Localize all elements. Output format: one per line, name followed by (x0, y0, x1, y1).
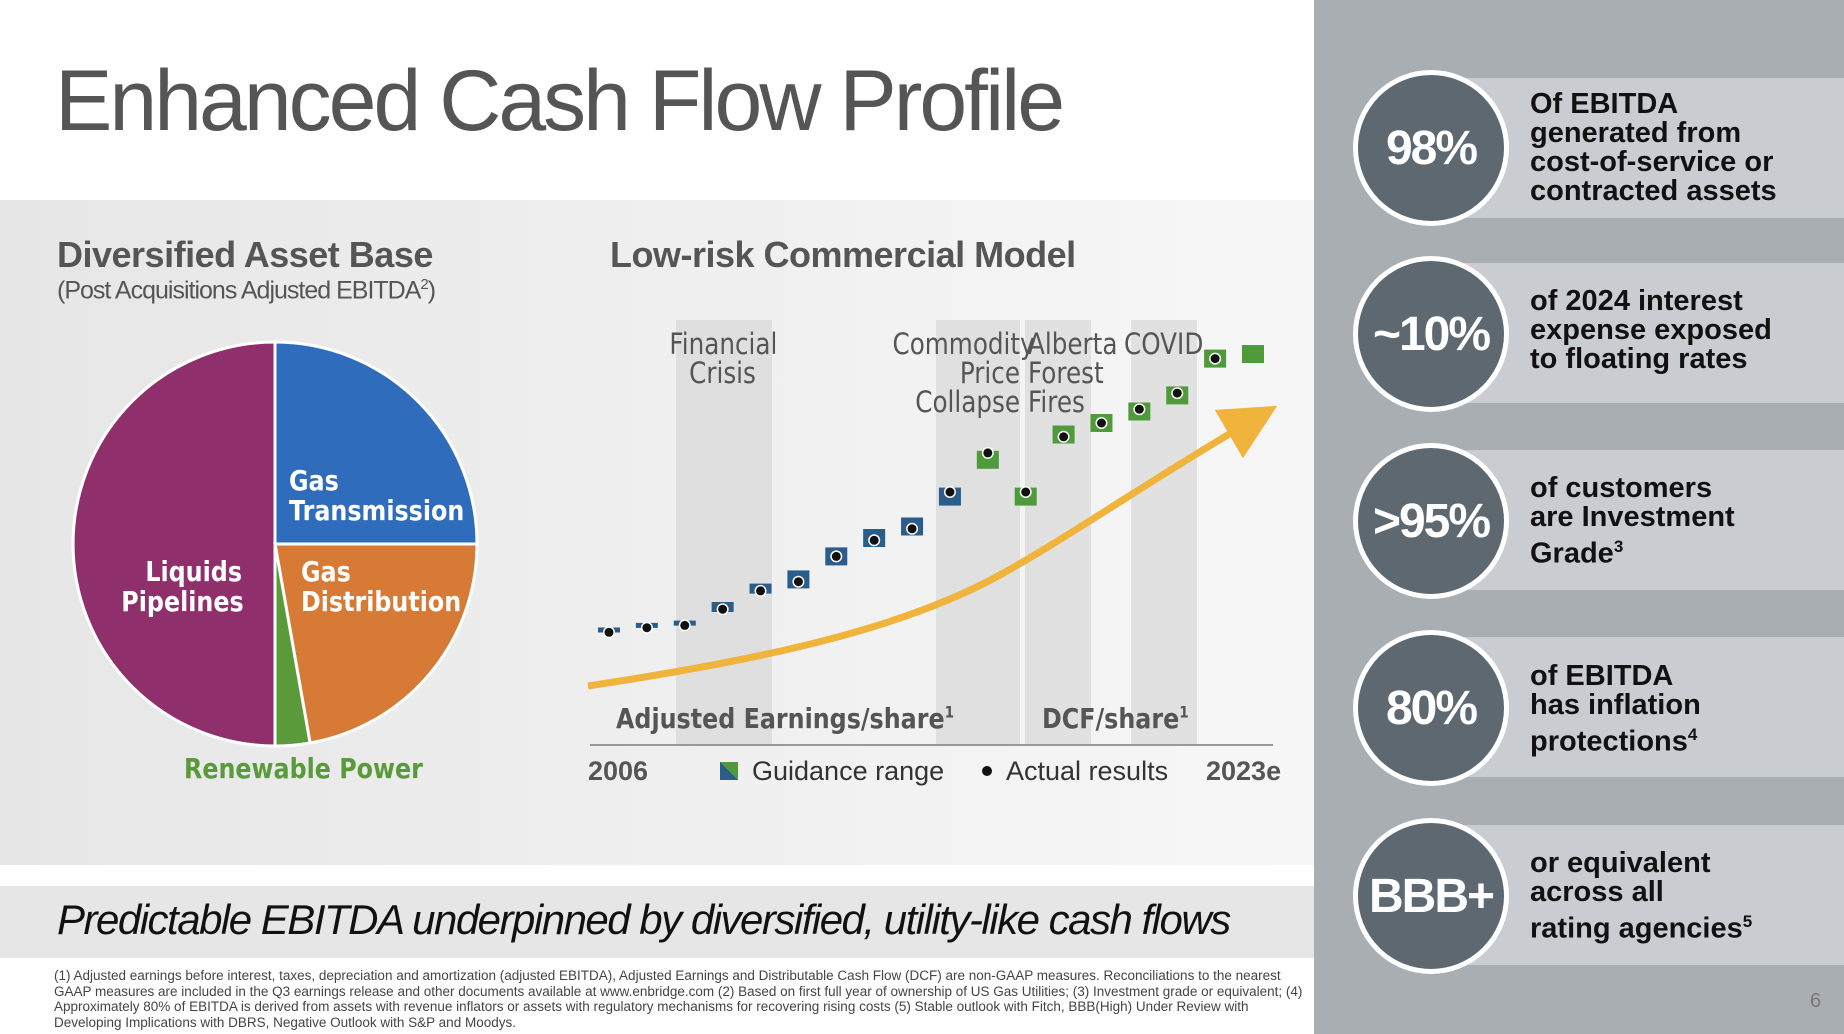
stat-text-2: of 2024 interest expense exposed to floati… (1530, 285, 1772, 375)
label-dcf-share: DCF/share1 (1042, 702, 1189, 735)
legend-actual-marker (982, 766, 992, 776)
actual-point-2017 (1021, 487, 1031, 497)
trend-arrow (587, 405, 1278, 690)
actual-point-2010 (756, 586, 766, 596)
stat-circle-4: 80% (1353, 630, 1509, 786)
label-adjusted-earnings: Adjusted Earnings/share1 (616, 702, 955, 735)
stat-circle-1: 98% (1353, 70, 1509, 226)
guidance-mark-2016 (976, 450, 999, 469)
shade-covid (1131, 320, 1197, 745)
pie-slice-renewable-power (273, 543, 312, 748)
stat-circle-2: ~10% (1353, 256, 1509, 412)
actual-point-2009 (718, 604, 728, 614)
x-axis-end-year: 2023e (1206, 756, 1282, 786)
stat-text-4: of EBITDA has inflation protections4 (1530, 660, 1701, 758)
actual-point-2022 (1210, 354, 1220, 364)
guidance-mark-2023e (1242, 345, 1264, 363)
actual-point-2019 (1096, 418, 1106, 428)
shade-commodity-collapse (936, 320, 1020, 745)
stat-text-5: or equivalent across all rating agencies5 (1530, 847, 1753, 945)
banner-text: Predictable EBITDA underpinned by divers… (57, 896, 1231, 943)
pie-slice-liquids-pipelines (71, 340, 277, 748)
stat-text-3: of customers are Investment Grade3 (1530, 472, 1735, 570)
chart-marks (598, 345, 1264, 639)
legend-guidance-label: Guidance range (752, 756, 945, 786)
label-renewable-power: Renewable Power (184, 752, 423, 785)
pie-chart (71, 340, 479, 748)
event-covid: COVID (1124, 327, 1204, 361)
asset-base-subheading: (Post Acquisitions Adjusted EBITDA2) (57, 276, 436, 305)
banner-background (0, 886, 1314, 958)
stat-band-1 (1460, 78, 1844, 218)
page-title: Enhanced Cash Flow Profile (55, 53, 1065, 149)
pie-slice-gas-transmission (273, 340, 479, 546)
asset-base-heading: Diversified Asset Base (57, 234, 433, 275)
event-alberta-forest-fires: Alberta Forest Fires (1028, 327, 1118, 419)
footnotes: (1) Adjusted earnings before interest, t… (54, 968, 1303, 1030)
x-axis-start-year: 2006 (588, 756, 649, 786)
actual-point-2008 (680, 620, 690, 630)
stat-band-4 (1460, 637, 1844, 777)
actual-point-2014 (907, 524, 917, 534)
stat-band-3 (1460, 450, 1844, 590)
chart-canvas (71, 320, 1278, 780)
actual-point-2016 (983, 448, 993, 458)
legend-guidance-marker (720, 762, 738, 780)
label-liquids-pipelines: Liquids Pipelines (121, 555, 244, 618)
actual-point-2015 (945, 487, 955, 497)
actual-point-2021 (1172, 388, 1182, 398)
actual-point-2011 (793, 577, 803, 587)
page-number: 6 (1810, 990, 1822, 1012)
actual-point-2020 (1134, 404, 1144, 414)
shade-alberta-fires (1025, 320, 1091, 745)
actual-point-2012 (831, 551, 841, 561)
stat-circle-5: BBB+ (1353, 818, 1509, 974)
actual-point-2006 (604, 627, 614, 637)
label-gas-distribution: Gas Distribution (301, 555, 462, 618)
stat-circle-3: >95% (1353, 443, 1509, 599)
shade-financial-crisis (676, 320, 772, 745)
event-financial-crisis: Financial Crisis (669, 327, 778, 390)
actual-point-2013 (869, 535, 879, 545)
stat-band-2 (1460, 263, 1844, 403)
legend-actual-label: Actual results (1006, 756, 1169, 786)
pie-slice-gas-distribution (273, 542, 479, 745)
event-commodity-price-collapse: Commodity Price Collapse (892, 327, 1035, 419)
actual-point-2018 (1059, 432, 1069, 442)
stat-band-5 (1460, 825, 1844, 965)
stat-text-1: Of EBITDA generated from cost-of-service o… (1530, 88, 1777, 207)
actual-point-2007 (642, 623, 652, 633)
label-gas-transmission: Gas Transmission (289, 464, 465, 527)
commercial-model-heading: Low-risk Commercial Model (610, 234, 1076, 275)
